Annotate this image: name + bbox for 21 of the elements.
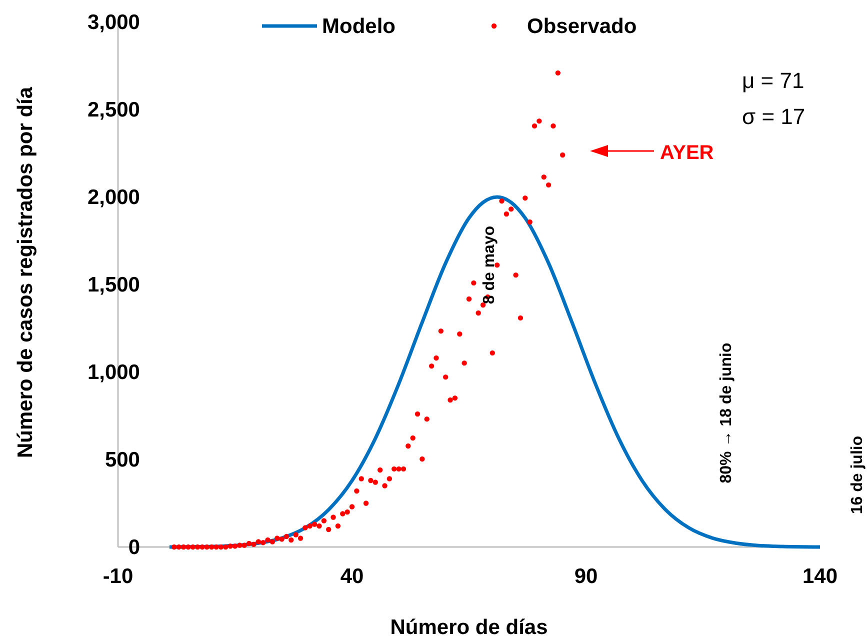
y-axis-title: Número de casos registrados por día: [14, 86, 37, 458]
annotation: AYER: [660, 142, 714, 164]
y-tick-label: 500: [104, 448, 140, 472]
y-tick-label: 3,000: [87, 11, 140, 34]
y-tick-label: 2,500: [87, 98, 140, 122]
legend-label: Observado: [527, 15, 637, 38]
x-tick-label: -10: [102, 565, 134, 588]
y-tick-label: 2,000: [87, 186, 140, 209]
annotation: 8 de mayo: [481, 226, 498, 304]
y-tick-label: 0: [128, 536, 140, 559]
x-axis-title: Número de días: [390, 616, 548, 639]
text: 16 de julio: [849, 436, 866, 514]
y-tick-label: 1,500: [87, 274, 140, 296]
y-tick-label: 1,000: [87, 361, 140, 384]
annotation: σ = 17: [742, 104, 806, 129]
x-tick-label: 40: [340, 565, 364, 588]
legend-label: Modelo: [322, 15, 396, 38]
annotation: 80% → 18 de junio: [718, 342, 736, 484]
x-tick-label: 90: [574, 565, 598, 588]
x-tick-label: 140: [802, 565, 838, 588]
annotation: μ = 71: [742, 68, 804, 93]
